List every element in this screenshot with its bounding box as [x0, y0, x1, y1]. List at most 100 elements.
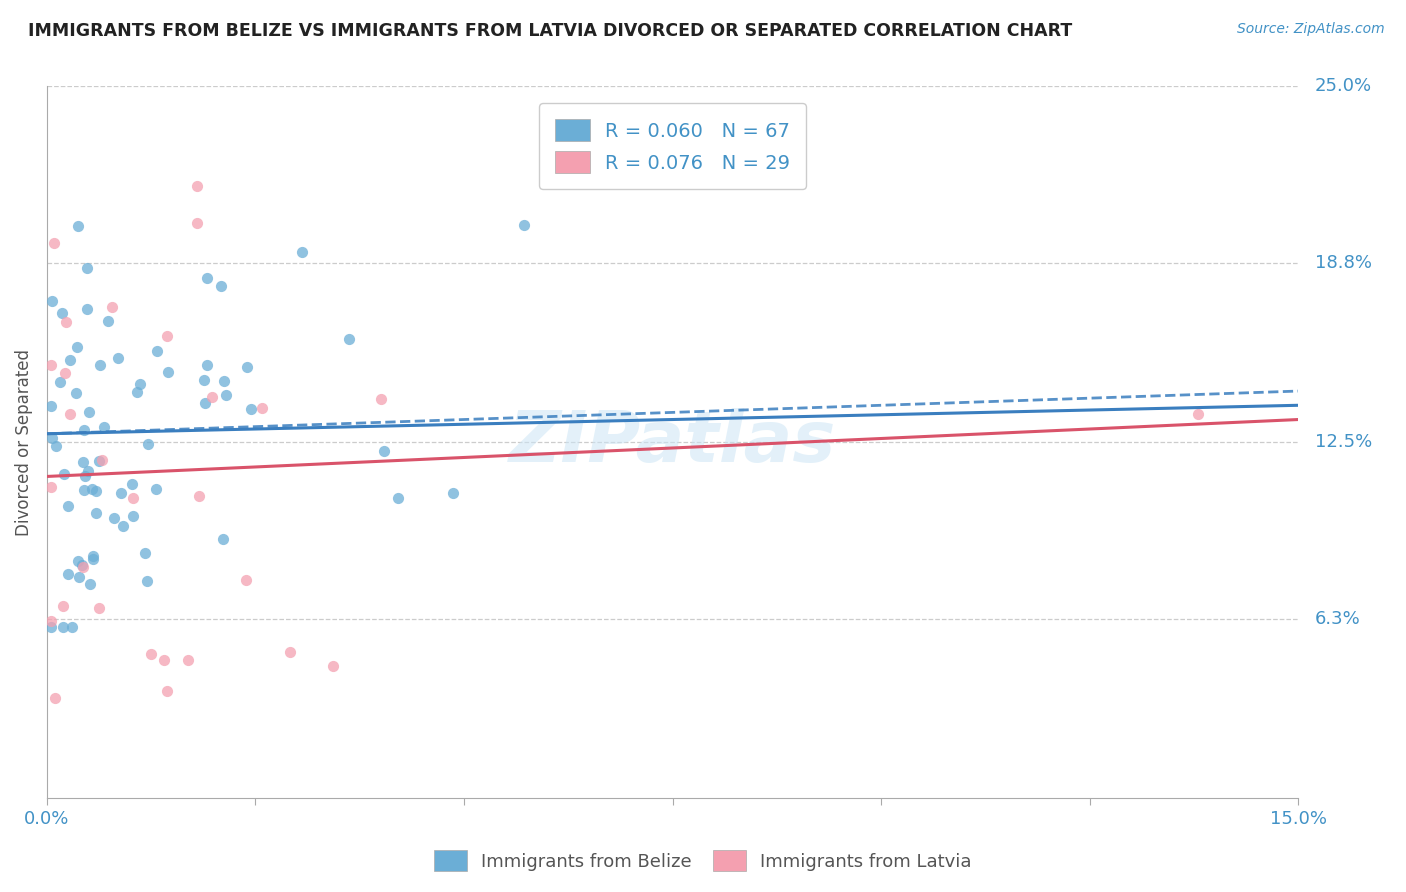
Point: [107, 351, 129, 365]
Legend: R = 0.060   N = 67, R = 0.076   N = 29: R = 0.060 N = 67, R = 0.076 N = 29: [540, 103, 806, 189]
Point: [58, 499, 80, 513]
Point: [110, 485, 132, 500]
Point: [76, 301, 98, 316]
Point: [41, 294, 63, 309]
Point: [82, 551, 104, 566]
Point: [77, 405, 100, 419]
Point: [55, 315, 77, 329]
Point: [193, 373, 215, 387]
Point: [75, 469, 97, 483]
Point: [157, 365, 180, 379]
Point: [60, 620, 83, 634]
Point: [93, 419, 115, 434]
Point: [186, 179, 208, 194]
Point: [212, 374, 235, 388]
Point: [72, 558, 94, 573]
Point: [39, 615, 62, 629]
Y-axis label: Divorced or Separated: Divorced or Separated: [15, 349, 32, 536]
Point: [291, 244, 314, 259]
Point: [101, 300, 124, 314]
Point: [58, 353, 80, 368]
Point: [86, 506, 108, 520]
Text: IMMIGRANTS FROM BELIZE VS IMMIGRANTS FROM LATVIA DIVORCED OR SEPARATED CORRELATI: IMMIGRANTS FROM BELIZE VS IMMIGRANTS FRO…: [28, 22, 1073, 40]
Point: [55, 366, 77, 380]
Point: [77, 464, 100, 478]
Point: [82, 549, 104, 563]
Point: [90, 453, 112, 467]
Point: [139, 647, 162, 661]
Point: [156, 328, 179, 343]
Text: ZIPatlas: ZIPatlas: [509, 408, 837, 477]
Point: [51, 306, 73, 320]
Point: [186, 216, 208, 230]
Point: [59, 407, 82, 421]
Point: [373, 444, 395, 458]
Point: [136, 437, 159, 451]
Point: [201, 390, 224, 404]
Point: [156, 684, 179, 698]
Point: [56, 566, 79, 581]
Legend: Immigrants from Belize, Immigrants from Latvia: Immigrants from Belize, Immigrants from …: [427, 843, 979, 879]
Point: [121, 508, 143, 523]
Point: [194, 396, 217, 410]
Point: [72, 423, 94, 437]
Point: [44, 691, 66, 706]
Point: [111, 519, 134, 533]
Point: [39, 480, 62, 494]
Point: [121, 476, 143, 491]
Point: [127, 385, 149, 400]
Text: 18.8%: 18.8%: [1315, 254, 1372, 272]
Point: [322, 658, 344, 673]
Point: [66, 219, 89, 234]
Point: [80, 482, 103, 496]
Point: [250, 401, 273, 415]
Point: [128, 377, 150, 392]
Point: [39, 399, 62, 413]
Point: [209, 279, 232, 293]
Point: [45, 439, 67, 453]
Point: [53, 467, 76, 482]
Point: [87, 601, 110, 615]
Point: [49, 375, 72, 389]
Point: [211, 532, 233, 546]
Point: [236, 360, 259, 375]
Point: [235, 573, 257, 587]
Point: [188, 489, 211, 503]
Point: [134, 546, 156, 560]
Point: [146, 344, 169, 359]
Point: [195, 358, 218, 372]
Point: [52, 620, 75, 634]
Point: [76, 260, 98, 275]
Point: [153, 653, 176, 667]
Point: [89, 359, 111, 373]
Point: [67, 569, 90, 583]
Point: [65, 385, 87, 400]
Point: [177, 653, 200, 667]
Point: [337, 332, 360, 346]
Text: 25.0%: 25.0%: [1315, 78, 1372, 95]
Point: [370, 392, 392, 406]
Point: [387, 491, 409, 506]
Point: [44, 235, 66, 250]
Point: [280, 645, 302, 659]
Point: [66, 554, 89, 568]
Point: [41, 620, 63, 634]
Point: [103, 510, 125, 524]
Point: [1187, 407, 1209, 421]
Text: 6.3%: 6.3%: [1315, 610, 1361, 628]
Point: [39, 358, 62, 372]
Text: Source: ZipAtlas.com: Source: ZipAtlas.com: [1237, 22, 1385, 37]
Point: [73, 483, 96, 497]
Point: [52, 599, 75, 613]
Point: [97, 314, 120, 328]
Point: [87, 454, 110, 468]
Point: [136, 574, 159, 588]
Point: [513, 218, 536, 232]
Point: [145, 482, 167, 496]
Point: [41, 432, 63, 446]
Point: [214, 387, 236, 401]
Point: [239, 402, 262, 417]
Point: [195, 270, 218, 285]
Point: [122, 491, 145, 505]
Point: [66, 341, 89, 355]
